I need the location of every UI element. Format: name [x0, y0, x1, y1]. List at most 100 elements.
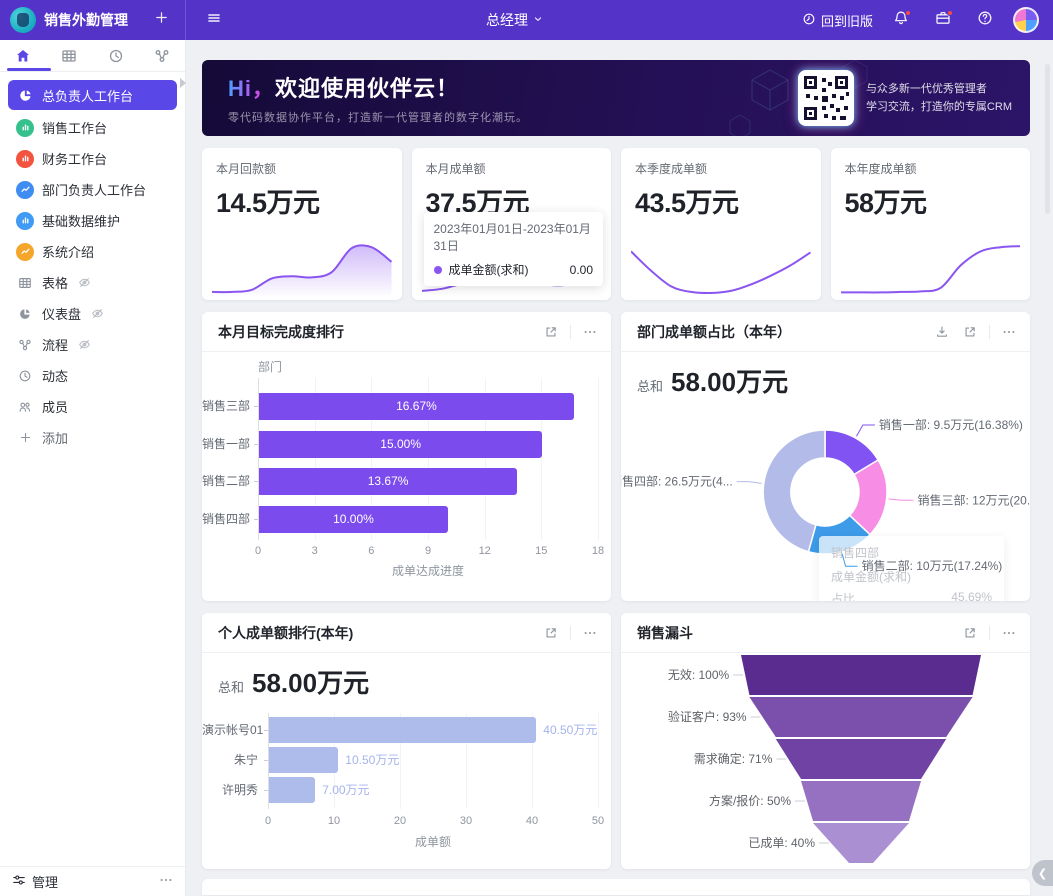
funnel-stage-3[interactable] [801, 781, 921, 821]
bar-3[interactable]: 10.00% [259, 505, 448, 533]
sidebar-item-dashboards[interactable]: 仪表盘 [8, 300, 177, 327]
active-tab-underline [7, 68, 51, 71]
funnel-stage-2[interactable] [775, 739, 947, 779]
category-label: 销售二部 [202, 474, 251, 488]
add-app-button[interactable] [147, 6, 175, 34]
line-icon [16, 242, 34, 261]
category-label: 销售四部 [202, 512, 251, 526]
sidebar-item-base-data[interactable]: 基础数据维护 [8, 207, 177, 234]
workspace-button[interactable] [929, 6, 957, 34]
panel-title: 个人成单额排行(本年) [218, 624, 354, 641]
welcome-banner[interactable]: Hi，欢迎使用伙伴云！ 零代码数据协作平台，打造新一代管理者的数字化潮玩。 [202, 60, 1030, 136]
category-tick [254, 406, 258, 407]
dashboard-main: Hi，欢迎使用伙伴云！ 零代码数据协作平台，打造新一代管理者的数字化潮玩。 [186, 40, 1053, 896]
funnel-stage-0[interactable] [741, 655, 981, 695]
sidebar-item-label: 销售工作台 [42, 121, 108, 136]
flow-icon [16, 336, 34, 354]
stat-label: 本年度成单额 [844, 162, 917, 176]
people-icon [16, 398, 34, 416]
pie-icon [16, 305, 34, 323]
chart-tooltip: 2023年01月01日-2023年01月31日 成单金额(求和) 0.00 [423, 212, 603, 286]
back-to-old-version-button[interactable]: 回到旧版 [802, 11, 873, 30]
bar-1[interactable] [269, 747, 339, 773]
sidebar-item-finance-workbench[interactable]: 财务工作台 [8, 145, 177, 172]
sidebar-item-tables[interactable]: 表格 [8, 269, 177, 296]
more-icon[interactable] [1000, 624, 1018, 642]
total-value: 58.00万元 [671, 367, 789, 397]
bar-2[interactable] [269, 777, 316, 803]
help-button[interactable] [971, 6, 999, 34]
menu-toggle-button[interactable] [200, 6, 228, 34]
expand-icon[interactable] [961, 323, 979, 341]
bar-2[interactable]: 13.67% [259, 467, 518, 495]
donut-slice[interactable] [762, 429, 826, 553]
stat-card-3[interactable]: 本年度成单额 58万元 [830, 148, 1030, 300]
sidebar-item-label: 添加 [42, 431, 69, 446]
user-avatar[interactable] [1012, 7, 1039, 33]
category-label: 朱宁 [233, 753, 258, 767]
sidebar-item-add[interactable]: 添加 [8, 424, 177, 451]
download-icon[interactable] [933, 323, 951, 341]
funnel-stage-4[interactable] [813, 823, 909, 863]
notifications-button[interactable] [887, 6, 915, 34]
sidebar-item-sales-workbench[interactable]: 销售工作台 [8, 114, 177, 141]
sidebar-tab-grid[interactable] [49, 40, 89, 71]
panel-dept-share: 部门成单额占比（本年） 总和 58.00万元 销售一部: 9.5万元(16.38… [621, 312, 1030, 601]
donut-label: 销售四部: 26.5万元(4... [621, 474, 733, 489]
more-icon[interactable] [581, 323, 599, 341]
x-tick-label: 10 [327, 815, 341, 827]
sidebar-item-label: 基础数据维护 [42, 214, 121, 229]
funnel-stage-1[interactable] [749, 697, 973, 737]
manage-bar[interactable]: 管理 [0, 866, 185, 896]
gridline [484, 378, 486, 540]
role-selector[interactable]: 总经理 [486, 10, 544, 30]
more-icon[interactable] [159, 873, 173, 890]
gridline [541, 378, 543, 540]
dept-progress-bar-chart[interactable]: 0 3 6 9 12 15 18 成单达成进度 部门 销售三部 16.67% 销售一部 15.00% 销售… [202, 312, 611, 601]
line-icon [16, 180, 34, 199]
sidebar-item-members[interactable]: 成员 [8, 393, 177, 420]
sidebar-tab-clock[interactable] [96, 40, 136, 71]
stat-label: 本季度成单额 [635, 162, 708, 176]
bar-0[interactable]: 16.67% [259, 392, 574, 420]
sales-funnel-chart[interactable]: 无效: 100% 验证客户: 93% 需求确定: 71% 方案/报价: 50% 已成单:… [621, 655, 1030, 869]
stat-card-2[interactable]: 本季度成单额 43.5万元 [621, 148, 821, 300]
sidebar-item-label: 表格 [42, 276, 69, 291]
expand-icon[interactable] [542, 624, 560, 642]
bar-1[interactable]: 15.00% [259, 430, 543, 458]
sidebar-item-system-intro[interactable]: 系统介绍 [8, 238, 177, 265]
x-tick-label: 0 [264, 815, 272, 827]
expand-icon[interactable] [961, 624, 979, 642]
sidebar-item-chief-workbench[interactable]: 总负责人工作台 [8, 80, 177, 110]
scrollbar-thumb[interactable] [1045, 64, 1050, 214]
sidebar-item-label: 系统介绍 [42, 245, 95, 260]
panel-sales-funnel: 销售漏斗 无效: 100% 验证客户: 93% 需求确定: 71% 方案/报价: 50… [621, 613, 1030, 869]
sidebar-tab-flow[interactable] [142, 40, 182, 71]
category-label: 销售三部 [202, 399, 251, 413]
expand-icon[interactable] [542, 323, 560, 341]
sidebar-item-label: 总负责人工作台 [42, 88, 134, 104]
eye-off-icon [78, 338, 91, 351]
sidebar-resize-handle[interactable] [180, 78, 186, 88]
panel-title: 销售漏斗 [637, 624, 693, 641]
bar-0[interactable] [269, 717, 537, 743]
stat-label: 本月成单额 [425, 162, 486, 176]
personal-rank-bar-chart[interactable]: 0 10 20 30 40 50 成单额 演示帐号01 40.50万元 朱宁 10.50万元 许明秀 7… [202, 613, 611, 869]
more-icon[interactable] [1000, 323, 1018, 341]
sidebar-item-flows[interactable]: 流程 [8, 331, 177, 358]
sidebar-tab-home[interactable] [3, 40, 43, 71]
sidebar-item-dept-lead-workbench[interactable]: 部门负责人工作台 [8, 176, 177, 203]
stat-card-1[interactable]: 本月成单额 37.5万元 2023年01月01日-2023年01月31日 成单金额… [411, 148, 611, 300]
sidebar-item-label: 动态 [42, 369, 69, 384]
panel-monthly-target-rank: 0 3 6 9 12 15 18 成单达成进度 部门 销售三部 16.67% 销售一部 15.00% 销售… [202, 312, 611, 601]
x-tick-label: 12 [478, 545, 491, 557]
sidebar-item-activity[interactable]: 动态 [8, 362, 177, 389]
donut-label: 销售一部: 9.5万元(16.38%) [879, 417, 1023, 432]
gridline [466, 713, 467, 809]
collapse-panel-button[interactable]: ❮ [1032, 860, 1053, 886]
y-axis-line [258, 378, 259, 540]
x-axis-title: 成单额 [414, 835, 452, 849]
stat-card-0[interactable]: 本月回款额 14.5万元 [202, 148, 402, 300]
more-icon[interactable] [581, 624, 599, 642]
x-tick-label: 40 [525, 815, 539, 827]
